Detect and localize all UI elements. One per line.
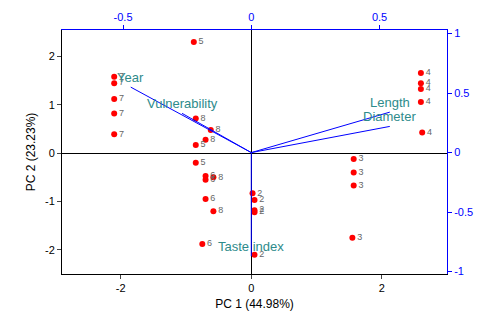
svg-text:7: 7 [119,108,124,118]
svg-text:4: 4 [426,83,431,93]
svg-text:PC 1 (44.98%): PC 1 (44.98%) [215,297,294,311]
svg-text:5: 5 [201,157,206,167]
svg-text:PC 2 (23.23%): PC 2 (23.23%) [24,113,38,192]
svg-text:4: 4 [427,127,432,137]
svg-text:5: 5 [201,139,206,149]
svg-text:Vulnerability: Vulnerability [147,96,218,111]
svg-text:2: 2 [379,282,385,294]
svg-text:4: 4 [426,77,431,87]
svg-text:Diameter: Diameter [363,109,416,124]
svg-text:0: 0 [248,282,254,294]
svg-text:-0.5: -0.5 [114,11,133,23]
svg-text:2: 2 [259,194,264,204]
svg-text:-1: -1 [45,195,55,207]
svg-text:7: 7 [119,71,124,81]
svg-text:0: 0 [49,147,55,159]
svg-text:2: 2 [259,204,264,214]
svg-text:7: 7 [119,77,124,87]
svg-text:8: 8 [216,124,221,134]
svg-text:6: 6 [210,193,215,203]
svg-text:8: 8 [201,113,206,123]
svg-text:6: 6 [207,238,212,248]
svg-text:2: 2 [259,206,264,216]
svg-text:0.5: 0.5 [454,87,469,99]
svg-text:6: 6 [210,174,215,184]
svg-text:4: 4 [426,67,431,77]
svg-text:3: 3 [358,180,363,190]
svg-text:2: 2 [49,50,55,62]
svg-text:-2: -2 [116,282,126,294]
svg-text:7: 7 [119,93,124,103]
svg-text:4: 4 [426,96,431,106]
svg-text:0.5: 0.5 [372,11,387,23]
svg-text:6: 6 [210,170,215,180]
svg-text:3: 3 [358,167,363,177]
svg-text:1: 1 [49,99,55,111]
svg-text:8: 8 [218,172,223,182]
svg-text:-2: -2 [45,244,55,256]
svg-text:Taste index: Taste index [218,239,284,254]
svg-text:Year: Year [117,70,144,85]
svg-text:7: 7 [119,129,124,139]
svg-text:2: 2 [259,249,264,259]
svg-text:8: 8 [218,205,223,215]
svg-text:3: 3 [357,232,362,242]
svg-text:5: 5 [199,36,204,46]
svg-text:0: 0 [454,146,460,158]
svg-text:3: 3 [358,153,363,163]
svg-text:0: 0 [248,11,254,23]
svg-text:2: 2 [257,188,262,198]
svg-text:Length: Length [370,95,410,110]
svg-text:-1: -1 [454,265,464,277]
svg-text:1: 1 [454,27,460,39]
svg-text:-0.5: -0.5 [454,206,473,218]
svg-text:8: 8 [210,134,215,144]
